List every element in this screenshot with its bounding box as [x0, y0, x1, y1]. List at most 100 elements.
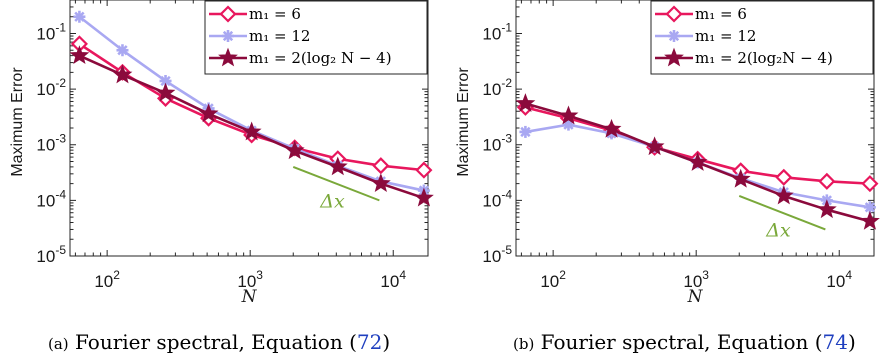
- x-tick-label-exp: 4: [845, 268, 852, 282]
- x-axis-label: N: [687, 287, 704, 307]
- y-tick-label-base: 10: [36, 24, 55, 43]
- y-tick-label: 10-5: [482, 243, 512, 266]
- legend-marker: [668, 30, 680, 42]
- caption-a-ref[interactable]: 72: [356, 330, 383, 354]
- y-tick-label-exp: -5: [501, 243, 512, 257]
- legend-label: m₁ = 2(log₂N − 4): [695, 49, 833, 67]
- y-tick-label-base: 10: [482, 247, 501, 266]
- data-point: [860, 210, 880, 230]
- legend-label: m₁ = 6: [249, 5, 301, 23]
- y-tick-label-exp: -1: [501, 20, 512, 34]
- y-tick-label-base: 10: [36, 191, 55, 210]
- legend-marker: [218, 47, 238, 67]
- y-tick-label-base: 10: [36, 80, 55, 99]
- data-point: [644, 136, 665, 156]
- y-axis-label: Maximum Error: [9, 67, 26, 177]
- data-point: [372, 157, 390, 175]
- data-point: [861, 175, 879, 193]
- y-tick-label-exp: -2: [55, 76, 66, 90]
- y-tick-label: 10-4: [482, 187, 512, 210]
- data-point: [515, 93, 536, 112]
- caption-b-tag: (b): [513, 335, 535, 353]
- x-tick-label-exp: 3: [256, 268, 263, 282]
- x-tick-label-exp: 3: [702, 268, 709, 282]
- caption-a-close: ): [382, 330, 391, 354]
- y-tick-label: 10-2: [36, 76, 66, 99]
- data-point: [730, 168, 751, 188]
- legend: m₁ = 6 m₁ = 12 m₁ = 2(log₂N − 4): [650, 0, 874, 75]
- caption-a-text: Fourier spectral, Equation (: [75, 330, 357, 354]
- data-point: [155, 82, 176, 102]
- legend-marker: [664, 47, 684, 67]
- data-point: [370, 173, 391, 193]
- x-tick-label-base: 10: [826, 272, 845, 291]
- data-point: [241, 121, 262, 141]
- y-tick-label-base: 10: [482, 191, 501, 210]
- data-point: [116, 44, 129, 57]
- data-point: [775, 168, 793, 186]
- asterisk-stroke: [160, 75, 171, 87]
- data-point: [519, 125, 532, 138]
- slope-reference-line: [738, 195, 826, 231]
- caption-b-close: ): [848, 330, 856, 354]
- y-tick-label: 10-3: [36, 132, 66, 155]
- y-tick-label: 10-1: [482, 20, 512, 43]
- data-point: [816, 199, 837, 219]
- y-tick-label: 10-1: [36, 20, 66, 43]
- data-point: [773, 185, 794, 205]
- data-point: [69, 45, 90, 65]
- legend: m₁ = 6 m₁ = 12 m₁ = 2(log₂ N − 4): [204, 0, 428, 75]
- y-tick-label-base: 10: [36, 136, 55, 155]
- slope-reference-label: Δx: [765, 220, 791, 242]
- data-point: [414, 187, 434, 207]
- x-tick-label: 103: [237, 268, 263, 291]
- y-tick-label: 10-5: [36, 243, 66, 266]
- x-tick-label-exp: 2: [559, 268, 566, 282]
- data-point: [112, 64, 133, 84]
- data-point: [415, 161, 433, 179]
- y-tick-label-base: 10: [482, 80, 501, 99]
- y-tick-label: 10-3: [482, 132, 512, 155]
- caption-b-ref[interactable]: 74: [822, 330, 848, 354]
- legend-label: m₁ = 2(log₂ N − 4): [249, 49, 392, 67]
- series-3: [69, 45, 434, 207]
- data-point: [818, 172, 836, 190]
- legend-label: m₁ = 12: [695, 27, 756, 45]
- asterisk-stroke: [74, 11, 85, 22]
- x-tick-label: 104: [826, 268, 852, 291]
- y-tick-label-exp: -3: [501, 132, 512, 146]
- data-point: [73, 10, 86, 23]
- asterisk-stroke: [864, 202, 876, 213]
- x-tick-label: 102: [94, 268, 120, 291]
- data-point: [327, 156, 348, 176]
- x-tick-label-base: 10: [94, 272, 113, 291]
- x-tick-label: 102: [540, 268, 566, 291]
- asterisk-stroke: [668, 30, 680, 42]
- data-point: [601, 118, 622, 138]
- x-tick-label-base: 10: [380, 272, 399, 291]
- caption-a: (a) Fourier spectral, Equation (72): [48, 330, 390, 354]
- x-tick-label-base: 10: [540, 272, 559, 291]
- y-tick-label: 10-2: [482, 76, 512, 99]
- y-tick-label-base: 10: [482, 24, 501, 43]
- data-point: [198, 103, 219, 123]
- y-tick-label-exp: -1: [55, 20, 66, 34]
- y-ticks: [516, 0, 874, 257]
- x-tick-label: 103: [683, 268, 709, 291]
- y-tick-label-base: 10: [36, 247, 55, 266]
- caption-b-text: Fourier spectral, Equation (: [540, 330, 823, 354]
- data-point: [558, 105, 579, 125]
- y-tick-label-base: 10: [482, 136, 501, 155]
- series-3: [515, 93, 880, 230]
- legend-marker: [665, 5, 683, 23]
- x-tick-label-base: 10: [683, 272, 702, 291]
- x-tick-label: 104: [380, 268, 406, 291]
- data-point: [687, 152, 708, 171]
- y-axis-label: Maximum Error: [455, 67, 472, 177]
- asterisk-stroke: [222, 30, 234, 42]
- y-tick-label-exp: -4: [501, 187, 512, 201]
- legend-label: m₁ = 12: [249, 27, 310, 45]
